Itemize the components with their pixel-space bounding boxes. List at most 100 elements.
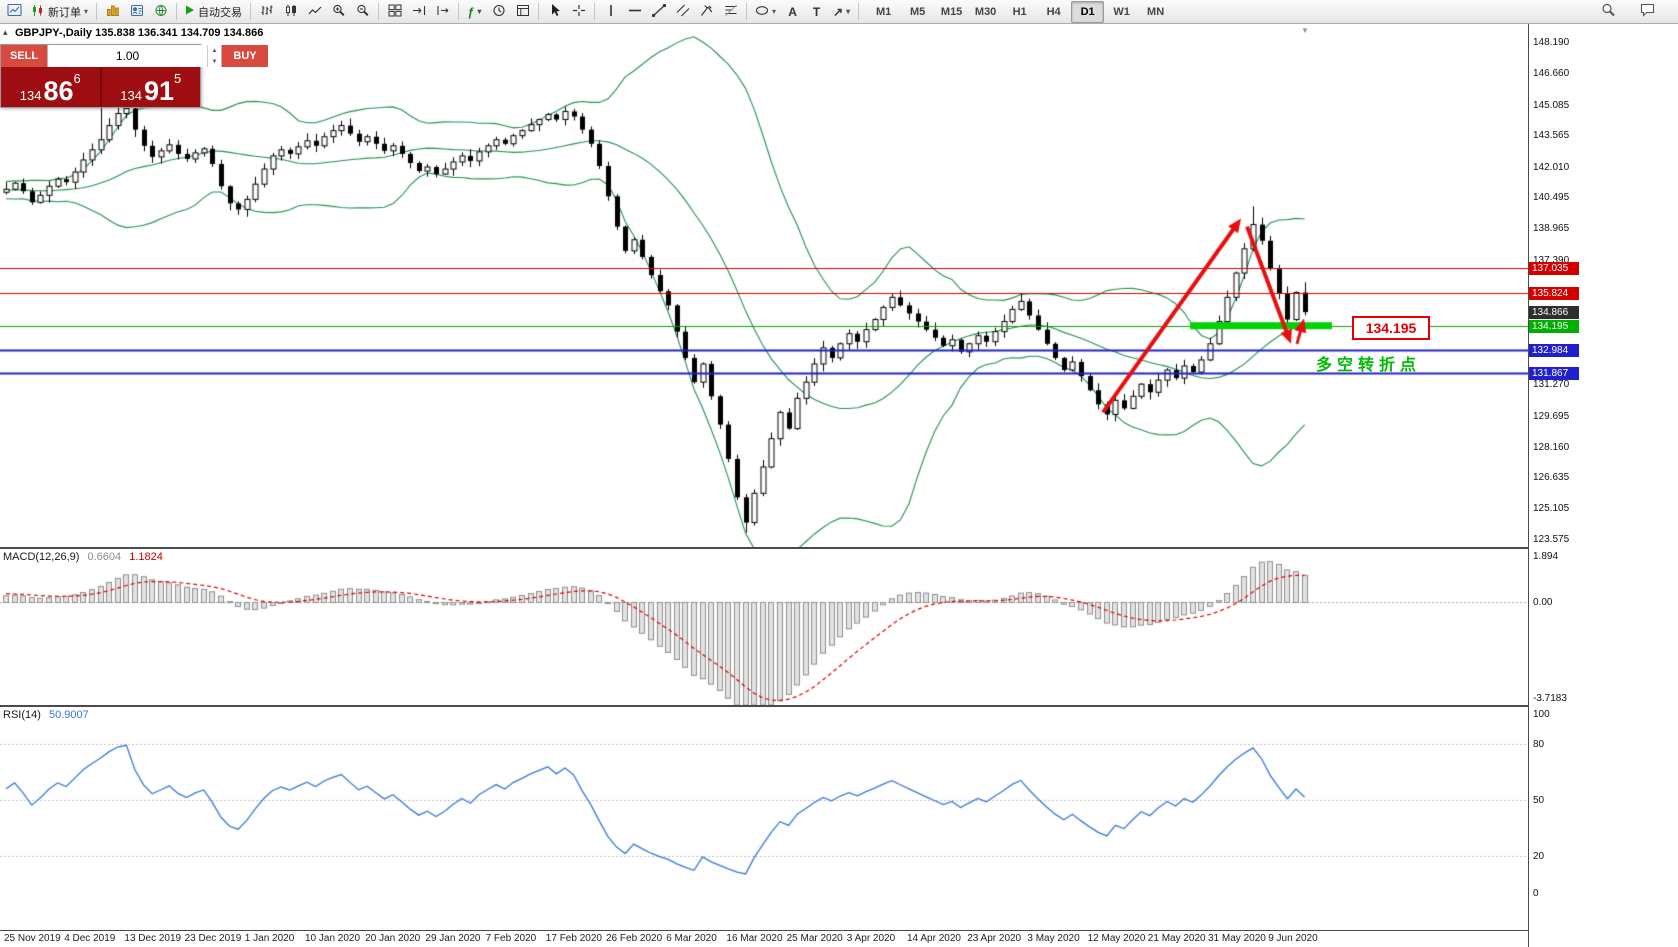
toolbar-right-group [1597, 1, 1675, 22]
cursor-tool-button[interactable] [543, 1, 566, 22]
buy-price-display[interactable]: 134 91 5 [102, 67, 201, 107]
zoom-in-button[interactable] [327, 1, 350, 22]
price-axis-label: 125.105 [1533, 503, 1570, 515]
macd-label: MACD(12,26,9) [3, 551, 80, 563]
chart-shift-button[interactable] [431, 1, 454, 22]
sell-button[interactable]: SELL [1, 45, 47, 67]
rsi-header: RSI(14) 50.9007 [3, 709, 89, 721]
horizontal-line-tool-button[interactable] [623, 1, 646, 22]
clock-icon [492, 4, 506, 20]
timeframe-button[interactable]: M1 [875, 5, 892, 18]
pivot-point-label[interactable]: 多空转折点 [1316, 357, 1422, 374]
zoom-out-icon [356, 4, 370, 20]
timeframe-button[interactable]: D1 [1071, 0, 1105, 23]
price-line-tag: 137.035 [1529, 262, 1579, 276]
indicators-button[interactable]: ƒ ▾ [463, 1, 486, 22]
refresh-button[interactable] [149, 1, 172, 22]
price-level-label[interactable]: 134.195 [1352, 316, 1430, 340]
timeframe-button[interactable]: H1 [1012, 5, 1027, 18]
volume-input[interactable] [48, 45, 207, 67]
candlestick-chart-button[interactable] [279, 1, 302, 22]
price-axis-label: 128.160 [1533, 441, 1570, 453]
tile-windows-icon [388, 4, 402, 20]
line-chart-button[interactable] [303, 1, 326, 22]
price-axis-label: 143.565 [1533, 130, 1570, 142]
templates-button[interactable] [511, 1, 534, 22]
chat-button[interactable] [1636, 1, 1659, 22]
trade-panel-toggle[interactable]: ▴ [3, 27, 8, 37]
ellipse-icon [755, 4, 769, 20]
date-label: 17 Feb 2020 [545, 933, 602, 944]
date-label: 9 Jun 2020 [1268, 933, 1318, 944]
date-label: 21 May 2020 [1147, 933, 1206, 944]
toolbar-separator [458, 3, 460, 20]
rsi-label: RSI(14) [3, 709, 41, 721]
buy-button[interactable]: BUY [222, 45, 268, 67]
chart-shift-marker[interactable]: ▼ [1301, 26, 1309, 35]
rsi-axis-label: 20 [1533, 850, 1545, 862]
volume-down-icon[interactable]: ▼ [211, 58, 218, 65]
app-chart-button[interactable] [3, 1, 26, 22]
price-axis-label: 126.635 [1533, 472, 1570, 484]
zoom-in-icon [332, 4, 346, 20]
price-axis-label: 145.085 [1533, 99, 1570, 111]
timeframe-button[interactable]: M30 [974, 5, 997, 18]
date-label: 3 May 2020 [1027, 933, 1080, 944]
data-window-icon [130, 4, 144, 20]
new-order-button[interactable]: 新订单 ▾ [27, 1, 92, 22]
pitchfork-tool-button[interactable] [695, 1, 718, 22]
auto-scroll-button[interactable] [407, 1, 430, 22]
vertical-line-tool-button[interactable] [599, 1, 622, 22]
price-line-tag: 134.866 [1529, 306, 1579, 320]
price-axis[interactable]: 148.190 146.660 145.085 143.565 142.010 140.4… [1529, 24, 1589, 947]
bar-chart-button[interactable] [255, 1, 278, 22]
timeframe-button[interactable]: MN [1147, 5, 1165, 18]
timeframe-button[interactable]: M15 [940, 5, 963, 18]
pane-divider[interactable] [0, 547, 1578, 549]
search-icon [1601, 3, 1616, 20]
arrows-tool-button[interactable]: ↗ ▾ [829, 1, 854, 22]
timeframe-button[interactable]: M5 [909, 5, 926, 18]
chevron-down-icon: ▾ [477, 7, 482, 16]
vertical-line-icon [604, 4, 618, 20]
auto-trading-button[interactable]: 自动交易 [181, 1, 246, 22]
main-chart-canvas[interactable] [0, 24, 1528, 547]
search-button[interactable] [1597, 1, 1620, 22]
toolbar-separator [378, 3, 380, 20]
chevron-down-icon: ▾ [846, 7, 851, 16]
text-label-tool-button[interactable]: T [805, 1, 828, 22]
timeframe-bar: M1 M5 M15 M30 H1 H4 D1 W1 MN [867, 0, 1172, 23]
timeframe-button[interactable]: W1 [1113, 5, 1130, 18]
buy-price-main: 91 [143, 76, 174, 106]
volume-up-icon[interactable]: ▲ [211, 47, 218, 54]
tile-windows-button[interactable] [383, 1, 406, 22]
toolbar: 新订单 ▾ 自动交易 [0, 0, 1678, 24]
toolbar-separator [96, 3, 98, 20]
pane-divider[interactable] [0, 705, 1578, 707]
price-axis-label: 131.270 [1533, 378, 1570, 390]
data-window-button[interactable] [125, 1, 148, 22]
time-axis[interactable]: 25 Nov 2019 4 Dec 2019 13 Dec 2019 23 Dec 2… [0, 931, 1528, 947]
shapes-tool-button[interactable]: ▾ [751, 1, 780, 22]
channel-icon [676, 4, 690, 20]
rsi-pane-canvas[interactable] [0, 707, 1528, 930]
macd-header: MACD(12,26,9) 0.6604 1.1824 [3, 551, 163, 563]
macd-pane-canvas[interactable] [0, 549, 1528, 705]
line-chart-icon [308, 4, 322, 20]
date-label: 23 Dec 2019 [184, 933, 242, 944]
channel-tool-button[interactable] [671, 1, 694, 22]
fibonacci-tool-button[interactable] [719, 1, 742, 22]
trendline-icon [651, 3, 666, 20]
trendline-tool-button[interactable] [647, 1, 670, 22]
price-line-tag: 135.824 [1529, 286, 1579, 300]
text-tool-button[interactable]: A [781, 1, 804, 22]
timeframe-button[interactable]: H4 [1046, 5, 1061, 18]
zoom-out-button[interactable] [351, 1, 374, 22]
rsi-axis-label: 50 [1533, 795, 1545, 806]
sell-price-display[interactable]: 134 86 6 [1, 67, 102, 107]
periods-button[interactable] [487, 1, 510, 22]
sell-price-pip: 6 [73, 71, 81, 86]
market-watch-button[interactable] [101, 1, 124, 22]
crosshair-tool-button[interactable] [567, 1, 590, 22]
